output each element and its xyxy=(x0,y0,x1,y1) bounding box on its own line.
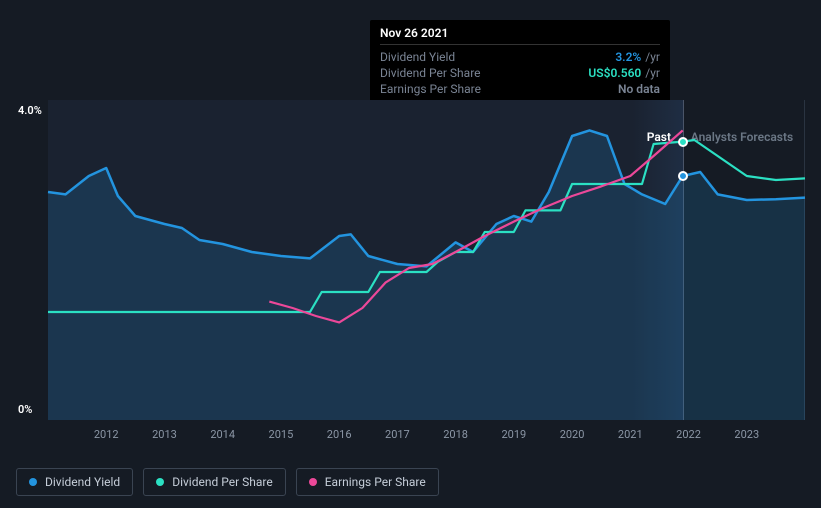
legend-label: Dividend Per Share xyxy=(172,475,273,489)
x-tick-label: 2020 xyxy=(560,428,585,441)
tooltip-row-value: US$0.560 xyxy=(588,66,641,80)
x-tick-label: 2015 xyxy=(269,428,294,441)
x-tick-label: 2016 xyxy=(327,428,352,441)
tooltip-row-value: 3.2% xyxy=(615,50,641,64)
legend: Dividend Yield Dividend Per Share Earnin… xyxy=(16,468,439,496)
legend-dot-icon xyxy=(309,478,317,486)
tooltip-row-label: Earnings Per Share xyxy=(380,82,481,96)
legend-label: Earnings Per Share xyxy=(325,475,426,489)
legend-item-earnings-per-share[interactable]: Earnings Per Share xyxy=(296,468,439,496)
legend-label: Dividend Yield xyxy=(45,475,120,489)
tooltip-row: Dividend Per Share US$0.560/yr xyxy=(380,65,660,81)
legend-dot-icon xyxy=(156,478,164,486)
series-marker xyxy=(678,171,688,181)
y-axis-max-label: 4.0% xyxy=(18,104,42,117)
x-tick-label: 2014 xyxy=(210,428,235,441)
tooltip-row-value: No data xyxy=(618,82,660,96)
tooltip-row-unit: /yr xyxy=(645,66,660,80)
x-tick-label: 2017 xyxy=(385,428,410,441)
legend-dot-icon xyxy=(29,478,37,486)
tooltip-date: Nov 26 2021 xyxy=(380,26,660,45)
tooltip-row: Dividend Yield 3.2% /yr xyxy=(380,49,660,65)
hover-tooltip: Nov 26 2021 Dividend Yield3.2%/yrDividen… xyxy=(370,20,670,103)
x-tick-label: 2013 xyxy=(152,428,177,441)
legend-item-dividend-per-share[interactable]: Dividend Per Share xyxy=(143,468,286,496)
x-tick-label: 2018 xyxy=(443,428,468,441)
tooltip-row-label: Dividend Per Share xyxy=(380,66,481,80)
tooltip-row-label: Dividend Yield xyxy=(380,50,455,64)
legend-item-dividend-yield[interactable]: Dividend Yield xyxy=(16,468,133,496)
series-marker xyxy=(678,137,688,147)
x-tick-label: 2012 xyxy=(94,428,119,441)
tooltip-row: Earnings Per Share No data xyxy=(380,81,660,97)
tooltip-row-unit: /yr xyxy=(645,50,660,64)
chart-plot-area[interactable]: 4.0% 0% Past Analysts Forecasts xyxy=(48,100,805,420)
x-tick-label: 2021 xyxy=(618,428,643,441)
x-axis: 2012 2013 2014 2015 2016 2017 2018 2019 2020 2021… xyxy=(48,428,805,448)
chart-lines xyxy=(48,100,805,420)
x-tick-label: 2022 xyxy=(676,428,701,441)
x-tick-label: 2023 xyxy=(734,428,759,441)
y-axis-min-label: 0% xyxy=(18,403,32,416)
x-tick-label: 2019 xyxy=(501,428,526,441)
